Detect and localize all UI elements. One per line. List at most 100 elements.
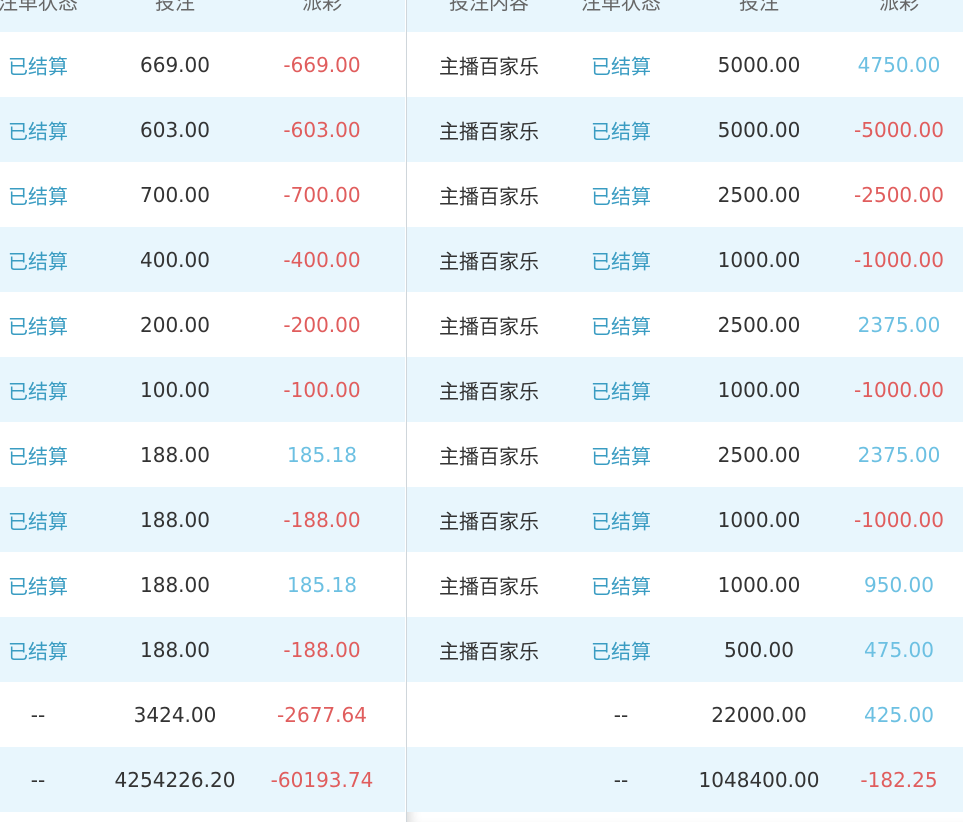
cell-bet: 188.00	[140, 507, 210, 532]
cell-status: 已结算	[8, 639, 68, 663]
cell-status: 已结算	[8, 54, 68, 78]
cell-payout: -700.00	[283, 182, 361, 207]
cell-status: 已结算	[591, 509, 651, 533]
cell-payout: 425.00	[864, 702, 934, 727]
table-body: 已结算 669.00 -669.00 已结算 603.00 -603.00 已结算 700.0…	[0, 32, 405, 812]
cell-status: 已结算	[8, 249, 68, 273]
cell-content: 主播百家乐	[439, 119, 539, 143]
right-bet-table: 投注内容 注单状态 投注 派彩 主播百家乐 已结算 5000.00 4750.00 主播…	[406, 0, 963, 822]
cell-bet: 500.00	[724, 637, 794, 662]
table-row[interactable]: 已结算 188.00 185.18	[0, 552, 405, 617]
table-row[interactable]: 主播百家乐 已结算 2500.00 2375.00	[407, 422, 963, 487]
cell-bet: 1048400.00	[698, 767, 820, 792]
cell-bet: 2500.00	[717, 442, 801, 467]
table-row[interactable]: 已结算 188.00 185.18	[0, 422, 405, 487]
table-row[interactable]: 主播百家乐 已结算 1000.00 -1000.00	[407, 487, 963, 552]
table-row[interactable]: 已结算 100.00 -100.00	[0, 357, 405, 422]
cell-payout: -400.00	[283, 247, 361, 272]
cell-content: 主播百家乐	[439, 249, 539, 273]
cell-status: 已结算	[8, 119, 68, 143]
cell-payout: -182.25	[860, 767, 938, 792]
cell-bet: 669.00	[140, 52, 210, 77]
cell-payout: -188.00	[283, 507, 361, 532]
header-payout: 派彩	[302, 0, 342, 14]
summary-row[interactable]: -- 4254226.20 -60193.74	[0, 747, 405, 812]
table-row[interactable]: 主播百家乐 已结算 5000.00 -5000.00	[407, 97, 963, 162]
cell-payout: -1000.00	[854, 377, 944, 402]
cell-payout: -188.00	[283, 637, 361, 662]
table-row[interactable]: 主播百家乐 已结算 1000.00 -1000.00	[407, 357, 963, 422]
cell-status: 已结算	[591, 639, 651, 663]
table-row[interactable]: 主播百家乐 已结算 1000.00 -1000.00	[407, 227, 963, 292]
table-header: 注单状态 投注 派彩	[0, 0, 405, 32]
cell-status: 已结算	[591, 444, 651, 468]
cell-payout: 950.00	[864, 572, 934, 597]
cell-bet: 700.00	[140, 182, 210, 207]
cell-status: --	[613, 767, 629, 792]
cell-bet: 5000.00	[717, 52, 801, 77]
cell-payout: -100.00	[283, 377, 361, 402]
table-row[interactable]: 已结算 188.00 -188.00	[0, 617, 405, 682]
cell-payout: 4750.00	[857, 52, 941, 77]
table-row[interactable]: 主播百家乐 已结算 2500.00 -2500.00	[407, 162, 963, 227]
cell-bet: 188.00	[140, 442, 210, 467]
cell-payout: -1000.00	[854, 507, 944, 532]
cell-bet: 2500.00	[717, 312, 801, 337]
cell-bet: 188.00	[140, 572, 210, 597]
cell-payout: -5000.00	[854, 117, 944, 142]
cell-content: 主播百家乐	[439, 314, 539, 338]
header-status: 注单状态	[581, 0, 661, 14]
cell-status: 已结算	[591, 314, 651, 338]
cell-bet: 1000.00	[717, 572, 801, 597]
cell-status: 已结算	[591, 249, 651, 273]
summary-row[interactable]: -- 3424.00 -2677.64	[0, 682, 405, 747]
cell-status: 已结算	[591, 54, 651, 78]
cell-bet: 5000.00	[717, 117, 801, 142]
table-row[interactable]: 主播百家乐 已结算 2500.00 2375.00	[407, 292, 963, 357]
cell-status: 已结算	[591, 574, 651, 598]
cell-status: 已结算	[8, 444, 68, 468]
table-row[interactable]: 已结算 200.00 -200.00	[0, 292, 405, 357]
cell-status: --	[613, 702, 629, 727]
summary-row[interactable]: -- 1048400.00 -182.25	[407, 747, 963, 812]
cell-status: 已结算	[591, 379, 651, 403]
cell-payout: -669.00	[283, 52, 361, 77]
cell-bet: 1000.00	[717, 377, 801, 402]
table-row[interactable]: 已结算 603.00 -603.00	[0, 97, 405, 162]
cell-bet: 188.00	[140, 637, 210, 662]
table-row[interactable]: 已结算 188.00 -188.00	[0, 487, 405, 552]
cell-status: 已结算	[591, 184, 651, 208]
cell-payout: 475.00	[864, 637, 934, 662]
cell-payout: 185.18	[287, 442, 357, 467]
cell-payout: -2500.00	[854, 182, 944, 207]
left-bet-table: 注单状态 投注 派彩 已结算 669.00 -669.00 已结算 603.00 -603…	[0, 0, 405, 822]
table-row[interactable]: 主播百家乐 已结算 1000.00 950.00	[407, 552, 963, 617]
header-bet: 投注	[155, 0, 195, 14]
cell-status: 已结算	[8, 574, 68, 598]
cell-bet: 4254226.20	[114, 767, 236, 792]
cell-bet: 603.00	[140, 117, 210, 142]
table-row[interactable]: 主播百家乐 已结算 5000.00 4750.00	[407, 32, 963, 97]
cell-content: 主播百家乐	[439, 509, 539, 533]
table-row[interactable]: 已结算 400.00 -400.00	[0, 227, 405, 292]
cell-content: 主播百家乐	[439, 54, 539, 78]
table-row[interactable]: 主播百家乐 已结算 500.00 475.00	[407, 617, 963, 682]
cell-content: 主播百家乐	[439, 639, 539, 663]
cell-content: 主播百家乐	[439, 184, 539, 208]
cell-content: 主播百家乐	[439, 444, 539, 468]
cell-status: 已结算	[8, 509, 68, 533]
table-row[interactable]: 已结算 700.00 -700.00	[0, 162, 405, 227]
table-body: 主播百家乐 已结算 5000.00 4750.00 主播百家乐 已结算 5000.00 -50…	[407, 32, 963, 812]
cell-status: 已结算	[8, 184, 68, 208]
cell-payout: -200.00	[283, 312, 361, 337]
cell-bet: 200.00	[140, 312, 210, 337]
cell-bet: 22000.00	[711, 702, 807, 727]
cell-content: 主播百家乐	[439, 379, 539, 403]
cell-status: 已结算	[591, 119, 651, 143]
table-row[interactable]: 已结算 669.00 -669.00	[0, 32, 405, 97]
cell-payout: -2677.64	[277, 702, 367, 727]
header-status: 注单状态	[0, 0, 78, 14]
summary-row[interactable]: -- 22000.00 425.00	[407, 682, 963, 747]
header-payout: 派彩	[879, 0, 919, 14]
cell-bet: 400.00	[140, 247, 210, 272]
